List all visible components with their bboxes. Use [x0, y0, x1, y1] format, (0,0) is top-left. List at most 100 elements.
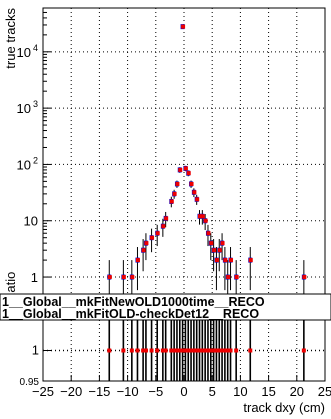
- main-marker-red: [130, 275, 135, 280]
- legend-entry-1: 1__Global__mkFitNewOLD1000time__RECO: [2, 295, 265, 309]
- ratio-x-tick-label: −5: [148, 384, 163, 399]
- main-marker-red: [198, 214, 203, 219]
- ratio-marker: [177, 348, 182, 353]
- main-marker-red: [203, 218, 208, 223]
- main-panel-marks: [107, 24, 307, 294]
- main-marker-red: [217, 248, 222, 253]
- ratio-marker: [172, 348, 177, 353]
- ratio-marker: [217, 348, 222, 353]
- main-marker-red: [144, 241, 149, 246]
- main-y-tick-label: 1: [31, 270, 38, 285]
- ratio-marker: [228, 348, 233, 353]
- ratio-marker: [149, 348, 154, 353]
- main-marker-red: [229, 258, 234, 263]
- main-marker-red: [226, 275, 231, 280]
- main-marker-red: [164, 216, 169, 221]
- ratio-marker: [205, 348, 210, 353]
- ratio-x-tick-label: −25: [32, 384, 54, 399]
- main-marker-red: [302, 275, 307, 280]
- ratio-marker: [141, 348, 146, 353]
- ratio-marker: [234, 348, 239, 353]
- ratio-x-axis-label: track dxy (cm): [243, 400, 325, 415]
- main-marker-red: [214, 258, 219, 263]
- legend-entry-2: 1__Global__mkFitOLD-checkDet12__RECO: [2, 307, 259, 321]
- ratio-marker: [203, 348, 208, 353]
- main-y-tick-exponent: 4: [33, 43, 38, 53]
- main-marker-red: [121, 275, 126, 280]
- ratio-marker: [186, 348, 191, 353]
- main-marker-red: [169, 199, 174, 204]
- main-y-tick-label: 10: [17, 101, 31, 116]
- ratio-x-tick-label: 15: [261, 384, 275, 399]
- ratio-marker: [225, 348, 230, 353]
- ratio-marker: [174, 348, 179, 353]
- main-marker-red: [212, 248, 217, 253]
- main-marker-red: [150, 235, 155, 240]
- main-y-axis-label: true tracks: [3, 8, 18, 69]
- ratio-marker: [194, 348, 199, 353]
- ratio-x-tick-label: 20: [290, 384, 304, 399]
- ratio-marker: [248, 348, 253, 353]
- ratio-y-axis: 0.95 1: [20, 343, 51, 388]
- ratio-marker: [180, 348, 185, 353]
- ratio-marker: [220, 348, 225, 353]
- main-marker-red: [135, 258, 140, 263]
- ratio-x-tick-label: −15: [88, 384, 110, 399]
- legend-box: [0, 293, 331, 321]
- ratio-marker: [107, 348, 112, 353]
- main-y-tick-exponent: 2: [33, 155, 38, 165]
- main-marker-red: [220, 241, 225, 246]
- main-marker-red: [141, 248, 146, 253]
- ratio-marker: [208, 348, 213, 353]
- ratio-marker: [155, 348, 160, 353]
- main-marker-red: [107, 275, 112, 280]
- main-y-tick-label: 10: [17, 45, 31, 60]
- main-marker-red: [248, 258, 253, 263]
- ratio-marker: [189, 348, 194, 353]
- main-marker-red: [200, 214, 205, 219]
- ratio-x-tick-label: 10: [233, 384, 247, 399]
- main-marker-red: [189, 181, 194, 186]
- ratio-marker: [143, 348, 148, 353]
- main-marker-red: [192, 190, 197, 195]
- ratio-marker: [183, 348, 188, 353]
- main-marker-red: [209, 241, 214, 246]
- ratio-marker: [197, 348, 202, 353]
- ratio-marker: [129, 348, 134, 353]
- ratio-marker: [160, 348, 165, 353]
- main-marker-red: [172, 191, 177, 196]
- ratio-y-tick-label: 1: [32, 343, 39, 358]
- ratio-x-axis: −25 −20 −15 −10 −5 0 5 10 15 20 25: [32, 375, 331, 399]
- main-marker-red: [206, 231, 211, 236]
- ratio-marker: [301, 348, 306, 353]
- main-y-tick-label: 10: [17, 157, 31, 172]
- ratio-marker: [121, 348, 126, 353]
- main-marker-red: [181, 24, 186, 29]
- ratio-x-tick-label: −20: [60, 384, 82, 399]
- ratio-x-tick-label: −10: [117, 384, 139, 399]
- ratio-marker: [222, 348, 227, 353]
- main-marker-red: [195, 197, 200, 202]
- main-marker-red: [155, 231, 160, 236]
- ratio-marker: [200, 348, 205, 353]
- ratio-marker: [169, 348, 174, 353]
- ratio-panel-marks: [107, 320, 306, 381]
- ratio-x-tick-label: 25: [318, 384, 331, 399]
- ratio-y-tick-label: 0.95: [20, 377, 40, 388]
- ratio-marker: [163, 348, 168, 353]
- main-marker-red: [178, 167, 183, 172]
- main-marker-red: [161, 224, 166, 229]
- ratio-x-tick-label: 0: [180, 384, 187, 399]
- legend: 1__Global__mkFitNewOLD1000time__RECO 1__…: [0, 293, 331, 321]
- ratio-marker: [191, 348, 196, 353]
- main-marker-red: [175, 181, 180, 186]
- main-marker-red: [183, 166, 188, 171]
- ratio-marker: [135, 348, 140, 353]
- main-marker-red: [234, 275, 239, 280]
- main-marker-red: [223, 258, 228, 263]
- main-y-tick-label: 10: [24, 214, 38, 229]
- ratio-marker: [211, 348, 216, 353]
- main-marker-red: [186, 171, 191, 176]
